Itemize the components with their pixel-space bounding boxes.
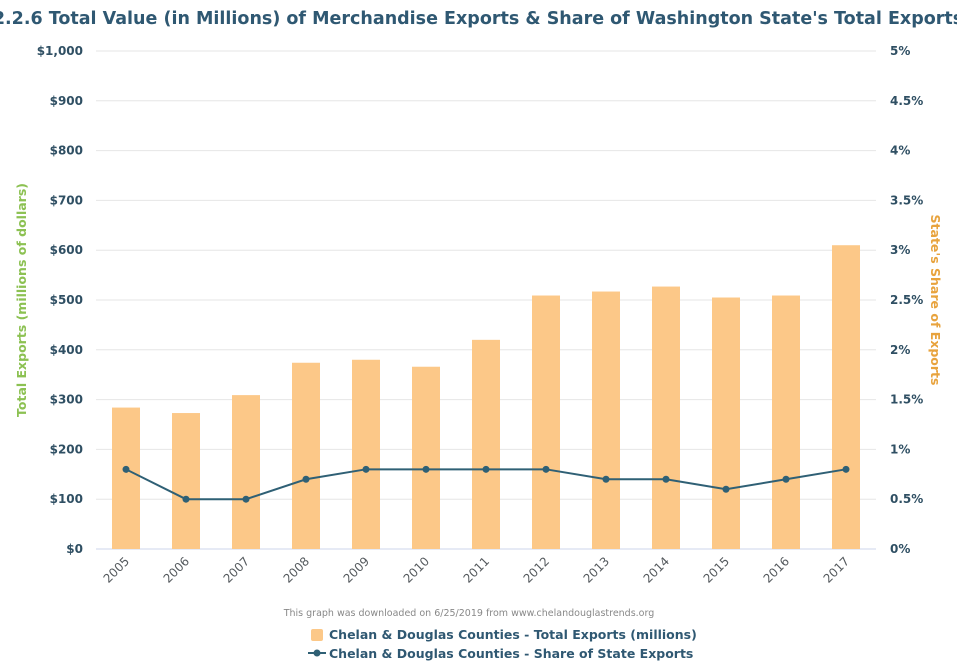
left-tick-label: $1,000	[37, 44, 83, 58]
right-tick-label: 3%	[890, 243, 910, 257]
x-tick-label: 2017	[821, 554, 852, 585]
line-point[interactable]	[602, 475, 610, 483]
legend-item-share[interactable]: Chelan & Douglas Counties - Share of Sta…	[308, 646, 693, 661]
x-tick-label: 2010	[401, 554, 432, 585]
right-tick-label: 3.5%	[890, 193, 923, 207]
x-tick-label: 2009	[341, 554, 372, 585]
right-tick-label: 2%	[890, 343, 910, 357]
bar[interactable]	[292, 362, 320, 549]
bar[interactable]	[772, 295, 800, 549]
y-axis-label: Total Exports (millions of dollars)	[14, 183, 29, 417]
left-tick-label: $100	[50, 492, 83, 506]
bar-series	[112, 245, 860, 549]
left-tick-label: $700	[50, 193, 83, 207]
line-point[interactable]	[542, 465, 550, 473]
bar[interactable]	[172, 413, 200, 549]
right-tick-label: 0.5%	[890, 492, 923, 506]
download-credit: This graph was downloaded on 6/25/2019 f…	[283, 608, 655, 619]
x-tick-label: 2006	[161, 554, 192, 585]
line-point[interactable]	[362, 465, 370, 473]
x-tick-label: 2011	[461, 554, 492, 585]
x-tick-label: 2012	[521, 554, 552, 585]
right-tick-label: 1.5%	[890, 393, 923, 407]
left-tick-label: $400	[50, 343, 83, 357]
bar[interactable]	[412, 366, 440, 549]
line-point[interactable]	[242, 495, 250, 503]
left-tick-label: $500	[50, 293, 83, 307]
legend-swatch-bar	[311, 629, 323, 641]
line-point[interactable]	[782, 475, 790, 483]
line-point[interactable]	[422, 465, 430, 473]
line-point[interactable]	[302, 475, 310, 483]
legend: Chelan & Douglas Counties - Total Export…	[308, 627, 697, 661]
legend-item-total-exports[interactable]: Chelan & Douglas Counties - Total Export…	[311, 627, 697, 642]
x-tick-label: 2005	[101, 554, 132, 585]
line-point[interactable]	[482, 465, 490, 473]
bar[interactable]	[352, 359, 380, 549]
bar[interactable]	[472, 339, 500, 549]
line-series	[122, 465, 850, 503]
bar[interactable]	[832, 245, 860, 549]
right-tick-label: 2.5%	[890, 293, 923, 307]
bar[interactable]	[652, 286, 680, 549]
x-tick-label: 2008	[281, 554, 312, 585]
x-tick-label: 2013	[581, 554, 612, 585]
line-point[interactable]	[122, 465, 130, 473]
left-tick-label: $600	[50, 243, 83, 257]
line-point[interactable]	[182, 495, 190, 503]
left-tick-label: $200	[50, 442, 83, 456]
legend-label-total-exports: Chelan & Douglas Counties - Total Export…	[329, 627, 697, 642]
right-axis-ticks: 0% 0.5% 1% 1.5% 2% 2.5% 3% 3.5% 4% 4.5% 5%	[890, 44, 923, 556]
right-tick-label: 0%	[890, 542, 910, 556]
bar[interactable]	[592, 291, 620, 549]
x-tick-label: 2015	[701, 554, 732, 585]
x-tick-label: 2016	[761, 554, 792, 585]
bar[interactable]	[232, 395, 260, 549]
bar[interactable]	[712, 297, 740, 549]
legend-swatch-dot	[313, 649, 321, 657]
chart-title: 2.2.6 Total Value (in Millions) of Merch…	[0, 9, 957, 29]
left-tick-label: $800	[50, 144, 83, 158]
y2-axis-label: State's Share of Exports	[928, 215, 943, 386]
x-axis-ticks: 2005 2006 2007 2008 2009 2010 2011 2012 2013 2014…	[101, 554, 852, 585]
right-tick-label: 4.5%	[890, 94, 923, 108]
bar[interactable]	[112, 407, 140, 549]
right-tick-label: 1%	[890, 442, 910, 456]
line-point[interactable]	[842, 465, 850, 473]
left-tick-label: $900	[50, 94, 83, 108]
line-point[interactable]	[722, 485, 730, 493]
line-point[interactable]	[662, 475, 670, 483]
left-tick-label: $300	[50, 393, 83, 407]
bar[interactable]	[532, 295, 560, 549]
right-tick-label: 4%	[890, 144, 910, 158]
x-tick-label: 2007	[221, 554, 252, 585]
left-tick-label: $0	[66, 542, 83, 556]
left-axis-ticks: $0 $100 $200 $300 $400 $500 $600 $700 $800 $900 $1…	[37, 44, 83, 556]
x-tick-label: 2014	[641, 554, 672, 585]
legend-label-share: Chelan & Douglas Counties - Share of Sta…	[329, 646, 693, 661]
right-tick-label: 5%	[890, 44, 910, 58]
